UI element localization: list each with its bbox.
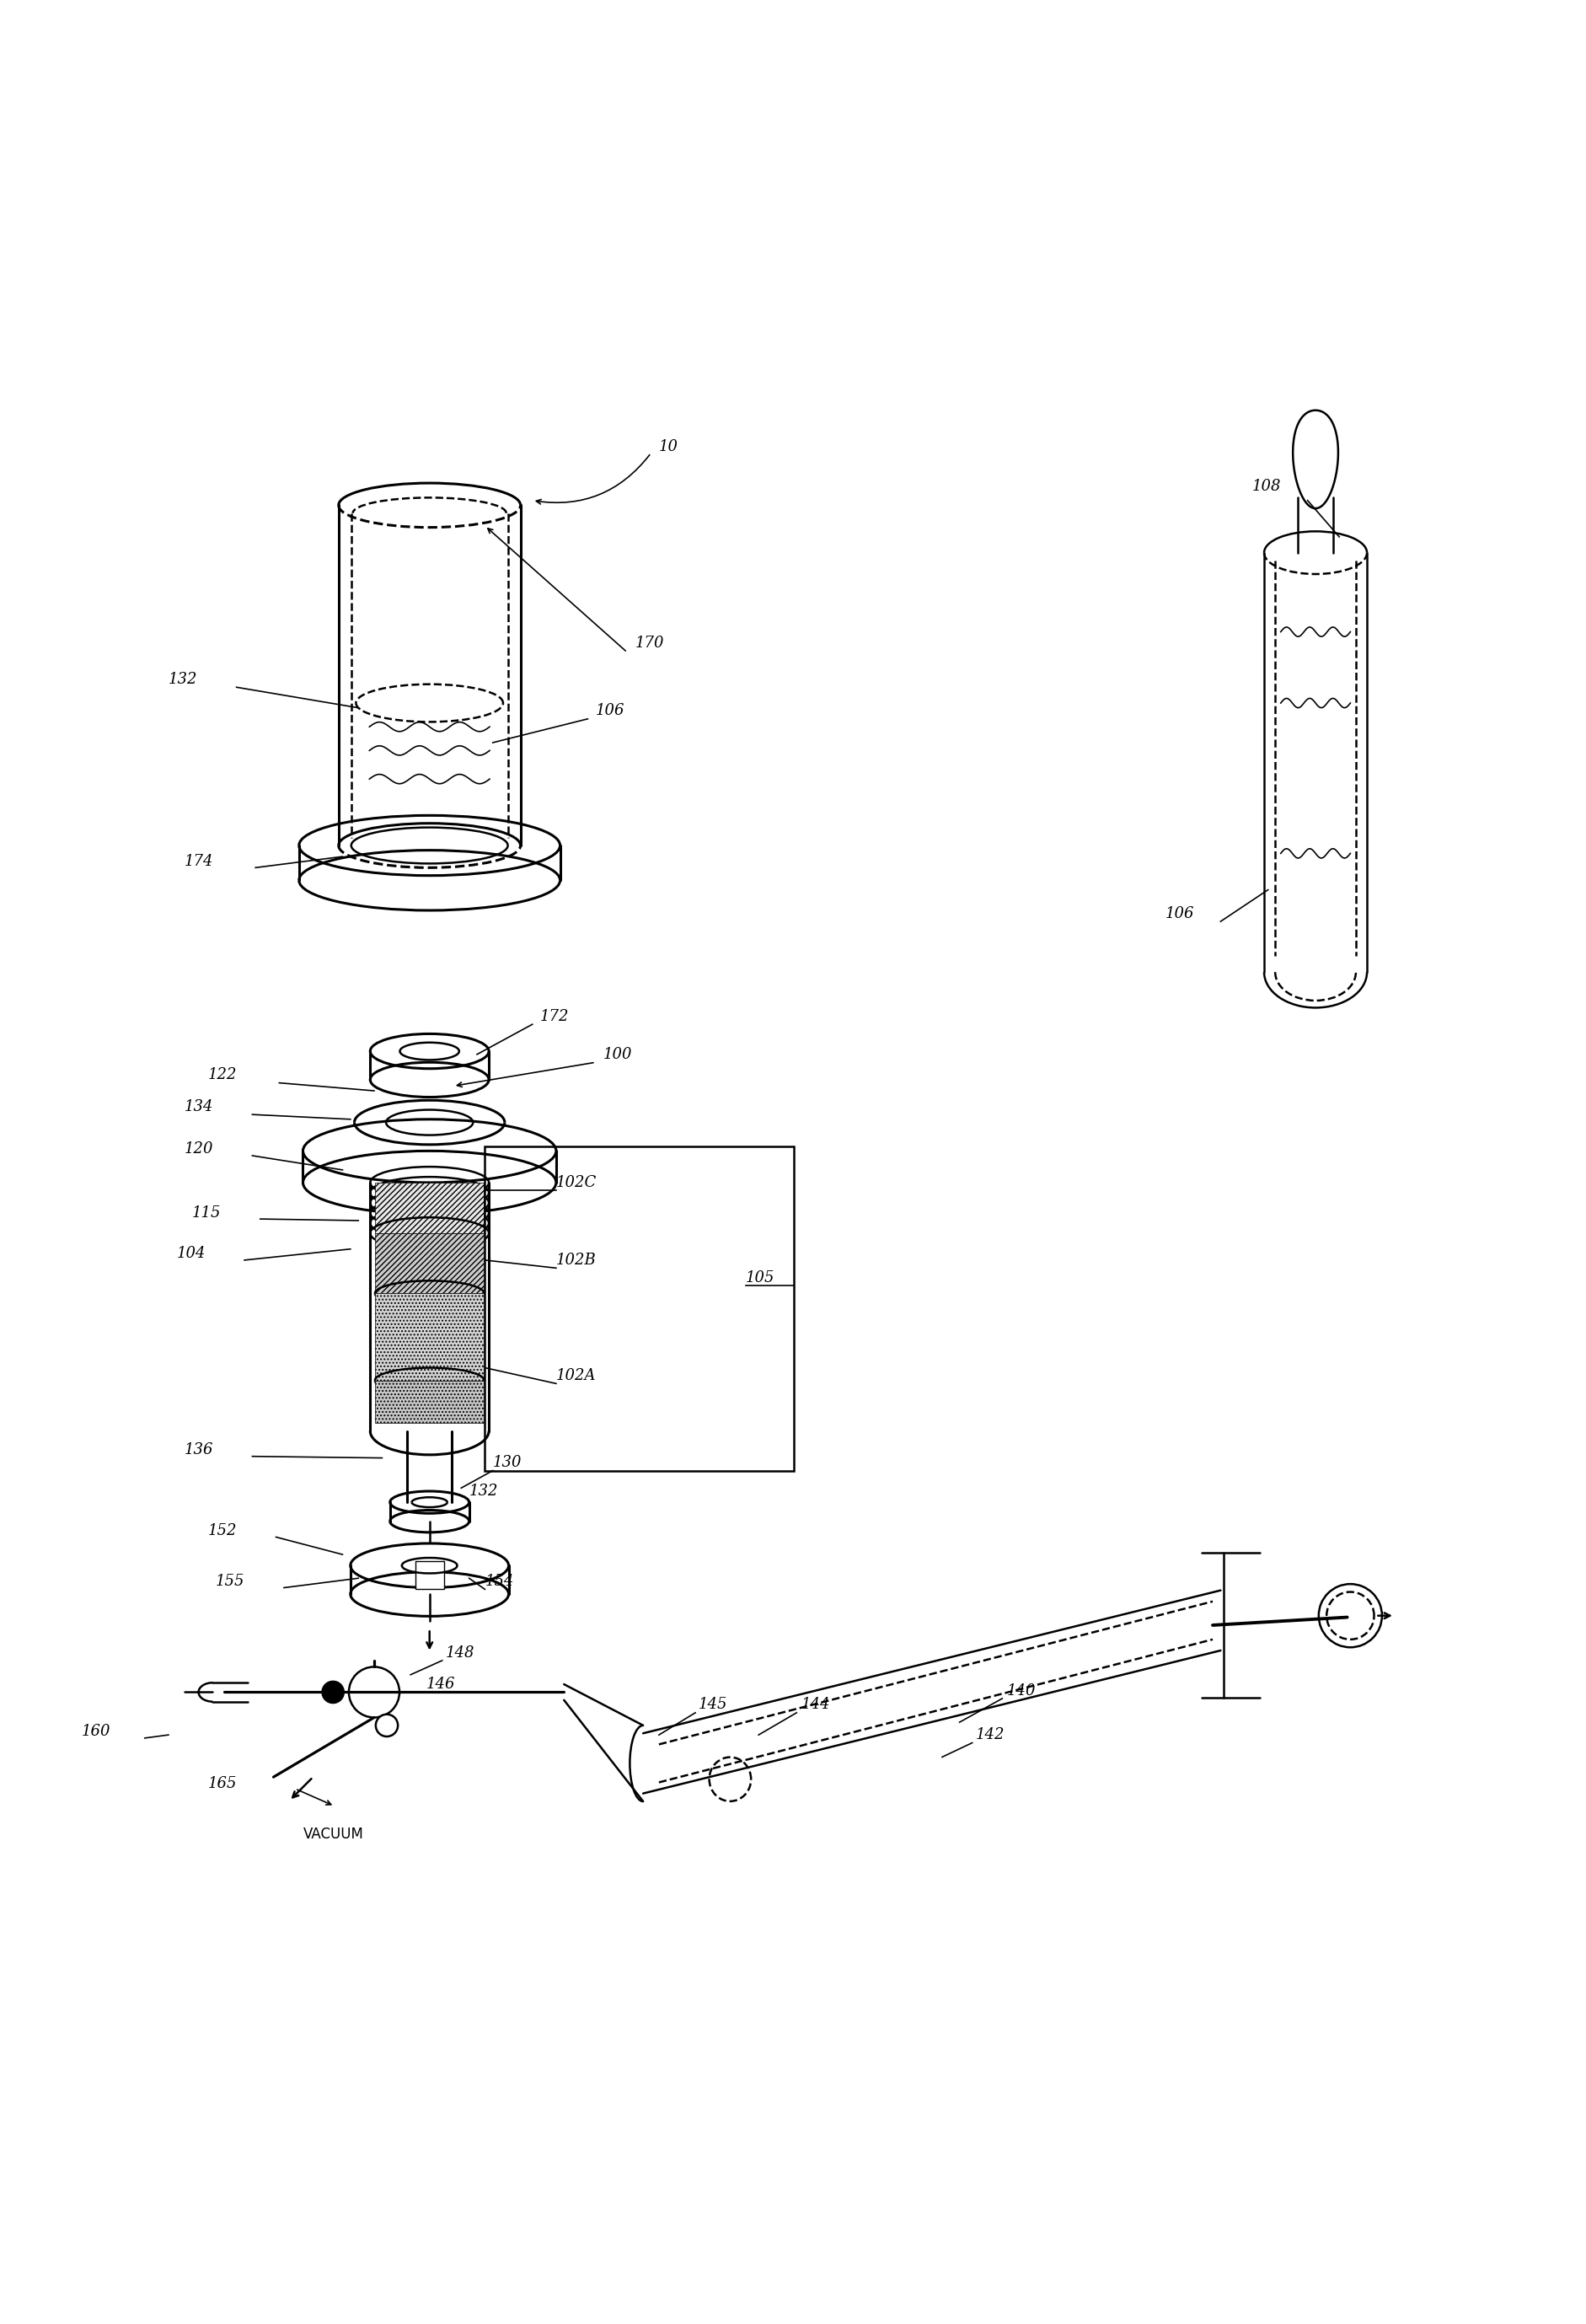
Text: 146: 146: [427, 1676, 455, 1692]
Text: 144: 144: [801, 1697, 829, 1713]
Text: 154: 154: [485, 1573, 514, 1590]
Text: 105: 105: [745, 1269, 774, 1285]
Text: 102A: 102A: [555, 1369, 596, 1383]
Circle shape: [349, 1666, 400, 1717]
Text: 132: 132: [469, 1483, 498, 1499]
Text: 165: 165: [208, 1776, 236, 1792]
Text: 170: 170: [634, 634, 665, 651]
Bar: [374, 1234, 484, 1294]
Text: 120: 120: [184, 1141, 213, 1157]
Text: 130: 130: [493, 1455, 522, 1471]
Text: 122: 122: [208, 1067, 236, 1083]
Circle shape: [376, 1715, 398, 1736]
Bar: [416, 1562, 444, 1590]
Text: VACUUM: VACUUM: [303, 1827, 363, 1843]
Text: 106: 106: [1164, 906, 1194, 920]
Text: 172: 172: [539, 1009, 569, 1025]
Bar: [485, 1146, 793, 1471]
Text: 152: 152: [208, 1522, 236, 1538]
Text: 102B: 102B: [555, 1253, 596, 1267]
Bar: [374, 1294, 484, 1380]
Text: 155: 155: [216, 1573, 244, 1590]
Text: 134: 134: [184, 1099, 213, 1113]
Text: 104: 104: [176, 1246, 205, 1262]
Text: 115: 115: [192, 1206, 220, 1220]
Text: 100: 100: [603, 1046, 633, 1062]
Text: 174: 174: [184, 853, 213, 869]
Text: 132: 132: [168, 672, 197, 688]
Text: 10: 10: [658, 439, 677, 453]
Text: 136: 136: [184, 1443, 213, 1457]
Text: 148: 148: [446, 1645, 474, 1659]
Text: 140: 140: [1007, 1683, 1036, 1699]
Text: 106: 106: [595, 704, 625, 718]
Text: 142: 142: [975, 1727, 1004, 1743]
Circle shape: [322, 1680, 344, 1703]
Text: 160: 160: [81, 1724, 111, 1738]
Text: 108: 108: [1251, 479, 1280, 493]
Bar: [374, 1380, 484, 1422]
Bar: [374, 1183, 484, 1234]
Text: 102C: 102C: [555, 1176, 596, 1190]
Text: 145: 145: [698, 1697, 726, 1713]
